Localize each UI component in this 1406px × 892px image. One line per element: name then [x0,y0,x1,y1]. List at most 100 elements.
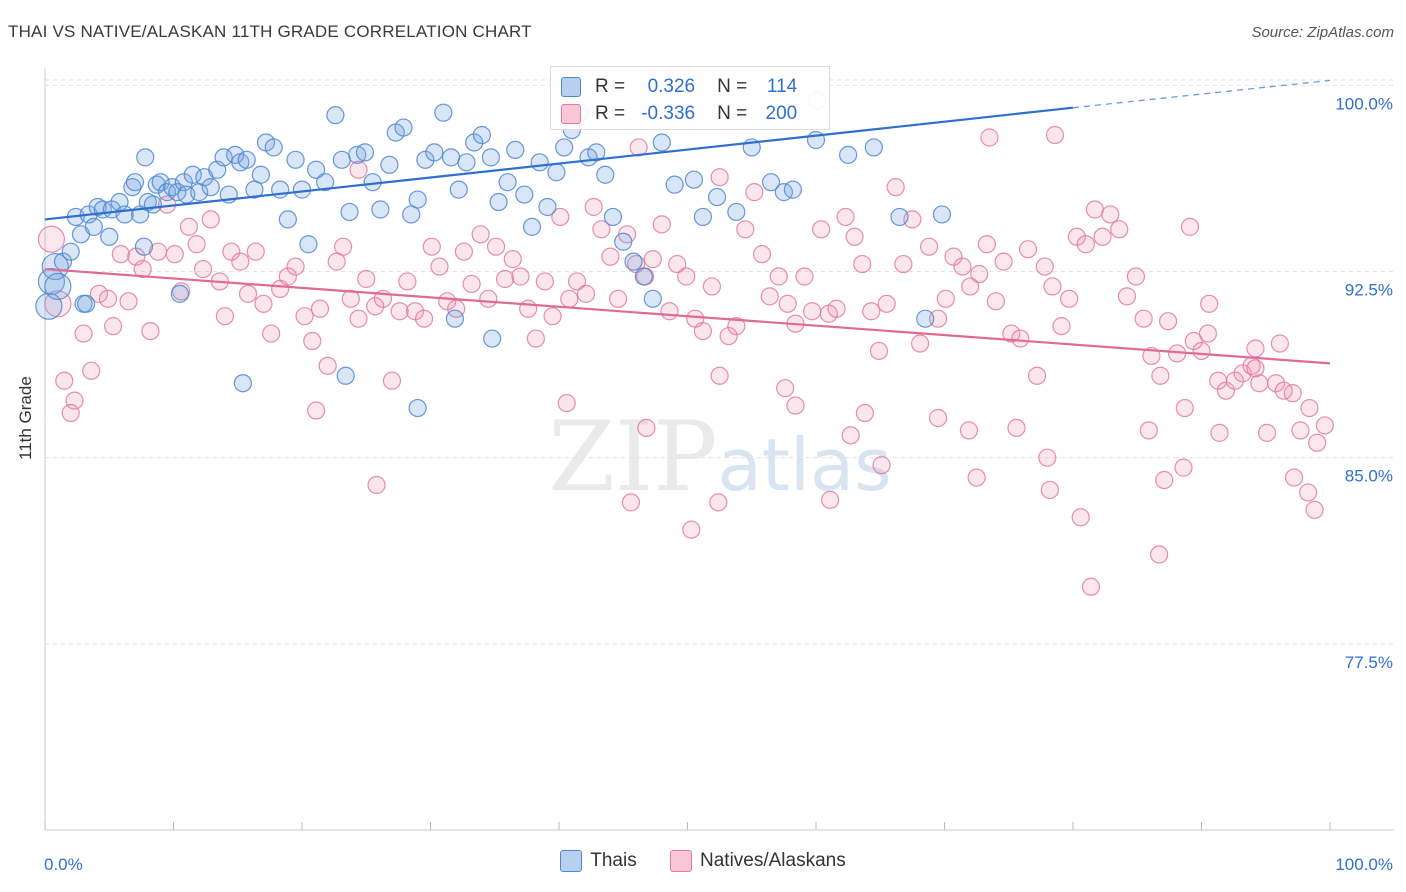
natives-point [584,197,603,217]
natives-point [592,220,611,239]
thais-point [380,155,399,174]
legend-label-natives: Natives/Alaskans [700,850,846,871]
natives-point [1174,458,1193,477]
natives-point [503,250,522,269]
natives-point [936,289,955,308]
natives-point [660,302,679,321]
thais-point [336,366,355,385]
natives-point [1284,468,1304,487]
y-tick-label: 85.0% [1345,467,1393,486]
natives-point [959,421,979,440]
natives-point [1007,418,1026,438]
natives-point [366,297,385,316]
thais-point [555,138,574,157]
natives-point [471,225,490,244]
natives-trendline [44,267,1331,365]
natives-point [1266,374,1286,393]
thais-point [163,178,182,197]
thais-point [264,138,283,157]
natives-point [349,160,368,179]
natives-point [601,247,620,266]
legend-item-natives[interactable]: Natives/Alaskans [670,850,846,872]
thais-point [483,329,502,348]
natives-point [231,252,250,271]
thais-point [624,252,643,271]
thais-point [355,143,375,162]
natives-point [1002,324,1021,343]
natives-point [398,272,417,291]
natives-point [682,520,701,539]
natives-point [1270,334,1289,353]
natives-swatch [561,104,581,124]
natives-point [104,317,123,336]
natives-point [786,396,805,415]
natives-point [1315,416,1334,435]
thais-point [684,170,704,189]
natives-point [719,326,738,346]
natives-point [1151,366,1170,385]
natives-point [778,294,797,313]
natives-point [141,322,160,341]
y-tick-label: 92.5% [1345,281,1393,300]
natives-point [215,307,234,326]
natives-point [919,237,939,256]
natives-point [709,493,728,512]
natives-point [334,237,353,256]
natives-point [760,287,779,306]
natives-point [303,331,322,351]
natives-point [1076,235,1095,254]
thais-point [457,153,476,172]
thais-swatch [561,77,581,97]
r-value-natives: -0.336 [641,103,696,124]
natives-point [693,322,713,341]
thais-point [233,374,252,393]
thais-point [864,138,883,157]
thais-point [587,143,606,162]
thais-point [425,143,444,162]
legend-label-thais: Thais [590,850,637,871]
thais-point [449,180,468,199]
thais-point [332,150,351,169]
natives-point [111,245,130,264]
thais-point [125,173,145,192]
natives-point [55,371,74,390]
source-label: Source: ZipAtlas.com [1251,24,1394,41]
natives-point [367,475,386,495]
natives-point [1225,371,1245,390]
thais-point [634,267,653,286]
r-label: R = [595,76,626,97]
natives-point [1018,240,1038,259]
legend: Thais Natives/Alaskans [0,850,1406,878]
thais-point [41,252,69,281]
natives-point [519,299,538,318]
natives-point [795,267,814,286]
thais-point [100,227,119,246]
thais-point [214,148,233,167]
thais-point [44,272,72,301]
natives-point [357,269,376,289]
thais-point [472,125,491,145]
thais-point [643,289,662,308]
r-label: R = [595,103,626,124]
thais-point [371,200,390,219]
thais-point [408,398,427,418]
watermark-atlas: atlas [718,423,892,507]
natives-point [710,366,729,385]
thais-point [115,205,134,224]
thais-point [136,148,155,167]
natives-point [845,227,864,246]
natives-point [486,237,506,256]
legend-swatch-natives [670,850,692,872]
natives-point [1305,500,1324,519]
thais-point [143,195,163,214]
natives-point [262,324,281,343]
natives-point [994,252,1013,271]
natives-point [1040,480,1059,500]
natives-point [1011,329,1030,348]
legend-item-thais[interactable]: Thais [560,850,637,872]
stats-box: R = 0.326 N = 114 R = -0.336 N = 200 [550,66,830,130]
natives-point [535,272,554,291]
natives-point [1246,359,1265,378]
thais-point [481,148,500,167]
natives-point [119,292,138,311]
